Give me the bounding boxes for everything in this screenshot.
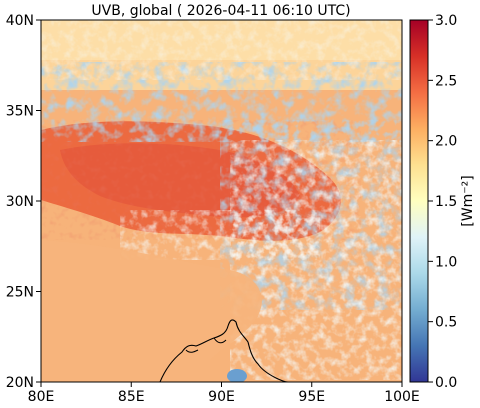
lat-tick-label: 20N <box>6 375 34 391</box>
lon-tick-label: 100E <box>384 389 420 405</box>
coastline-inlet <box>185 337 227 353</box>
colorbar-tick-label: 2.0 <box>435 134 457 150</box>
cloud-blob-south <box>227 369 247 382</box>
coastline <box>159 319 289 382</box>
latitude-axis: 20N 25N 30N 35N 40N <box>6 13 41 391</box>
lat-tick-label: 35N <box>6 104 34 120</box>
cloud-edge-south <box>120 210 320 260</box>
lon-tick-label: 80E <box>28 389 55 405</box>
longitude-axis: 80E 85E 90E 95E 100E <box>28 382 420 405</box>
lon-tick-label: 85E <box>118 389 145 405</box>
cloud-light-north <box>41 20 402 80</box>
colorbar-tick-label: 0.5 <box>435 315 457 331</box>
colorbar <box>409 19 429 383</box>
figure-title: UVB, global ( 2026-04-11 06:10 UTC) <box>91 3 350 19</box>
colorbar-tick-label: 3.0 <box>435 13 457 29</box>
southern-plains <box>41 240 262 382</box>
lat-tick-label: 30N <box>6 194 34 210</box>
colorbar-tick-label: 1.0 <box>435 254 457 270</box>
lat-tick-label: 25N <box>6 285 34 301</box>
colorbar-ticks: 0.0 0.5 1.0 1.5 2.0 2.5 3.0 <box>428 13 457 391</box>
colorbar-tick-label: 2.5 <box>435 73 457 89</box>
lon-tick-label: 95E <box>298 389 325 405</box>
colorbar-tick-label: 0.0 <box>435 375 457 391</box>
colorbar-tick-label: 1.5 <box>435 194 457 210</box>
colorbar-label: [Wm⁻²] <box>460 175 476 226</box>
uvb-field <box>41 20 402 382</box>
lat-tick-label: 40N <box>6 13 34 29</box>
lon-tick-label: 90E <box>208 389 235 405</box>
